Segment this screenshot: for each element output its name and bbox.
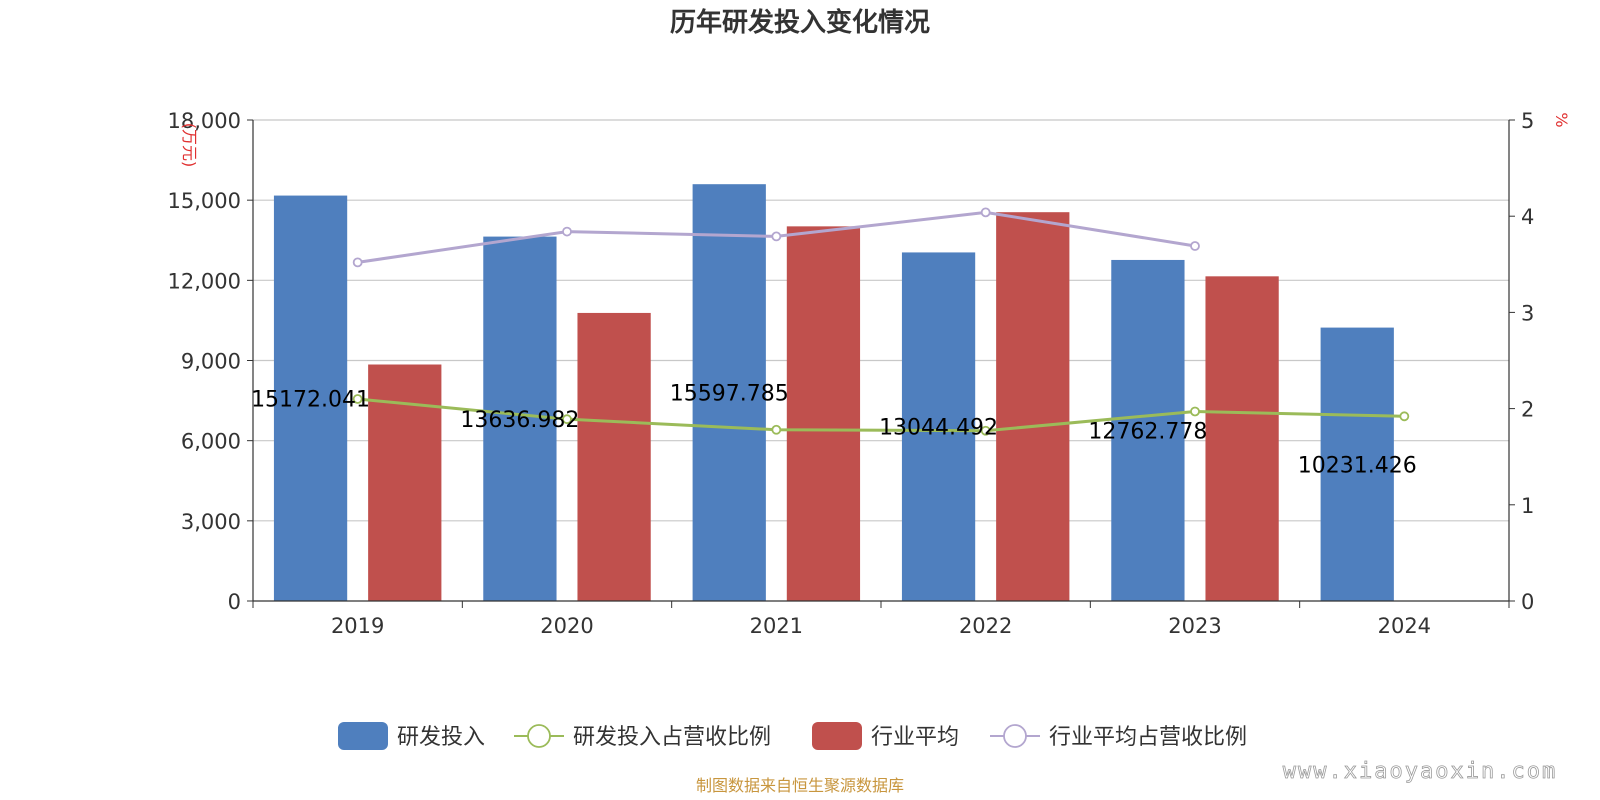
- left-tick-label: 9,000: [181, 350, 241, 374]
- right-tick-label: 1: [1521, 494, 1534, 518]
- x-tick-label: 2023: [1168, 614, 1221, 638]
- legend-marker-研发投入占营收比例: [527, 724, 551, 748]
- point-行业平均占营收比例: [1190, 241, 1200, 251]
- point-研发投入占营收比例: [352, 394, 363, 404]
- legend-label: 研发投入占营收比例: [573, 725, 771, 750]
- grid-lines: [253, 119, 1509, 522]
- left-tick-label: 18,000: [168, 109, 241, 133]
- right-tick-label: 3: [1521, 301, 1534, 325]
- x-tick-label: 2021: [750, 614, 803, 638]
- x-tick-label: 2020: [540, 614, 593, 638]
- right-axis-unit: %: [1552, 112, 1571, 127]
- axes: 0 3,000 6,000 9,000 12,000 15,000 18,000 0 1 2 3 4 5…: [168, 109, 1535, 638]
- point-行业平均占营收比例: [980, 207, 991, 218]
- bar-研发投入-2024: [1320, 327, 1394, 601]
- legend-label: 行业平均: [871, 725, 959, 750]
- x-tick-label: 2024: [1378, 614, 1431, 638]
- right-tick-label: 4: [1521, 205, 1534, 229]
- point-行业平均占营收比例: [352, 257, 363, 268]
- point-行业平均占营收比例: [562, 226, 572, 237]
- left-tick-label: 0: [228, 590, 241, 614]
- line-研发投入占营收比例: [357, 397, 1405, 433]
- point-研发投入占营收比例: [1190, 406, 1200, 417]
- bar-研发投入-2019: [273, 195, 348, 602]
- right-tick-label: 0: [1521, 590, 1534, 614]
- watermark: www.xiaoyaoxin.com: [1283, 759, 1557, 784]
- point-行业平均占营收比例: [771, 231, 782, 242]
- legend-marker-行业平均占营收比例: [1003, 724, 1027, 748]
- legend-swatch-研发投入: [338, 722, 388, 750]
- bar-研发投入-2022: [901, 252, 976, 601]
- x-tick-label: 2019: [331, 614, 384, 638]
- left-tick-label: 3,000: [181, 510, 241, 534]
- left-tick-label: 12,000: [168, 269, 241, 293]
- legend-label: 行业平均占营收比例: [1049, 725, 1247, 750]
- source-note: 制图数据来自恒生聚源数据库: [696, 776, 904, 795]
- bar-行业平均-2023: [1205, 276, 1279, 601]
- bar-研发投入-2020: [483, 236, 557, 601]
- point-研发投入占营收比例: [771, 424, 782, 435]
- point-研发投入占营收比例: [980, 425, 991, 436]
- left-tick-label: 6,000: [181, 430, 241, 454]
- bars-group: [273, 184, 1394, 602]
- data-label: 15172.041: [251, 387, 370, 412]
- bar-研发投入-2023: [1111, 259, 1185, 601]
- left-tick-label: 15,000: [168, 189, 241, 213]
- bar-行业平均-2022: [996, 212, 1070, 602]
- legend-swatch-行业平均: [812, 722, 862, 750]
- right-tick-label: 2: [1521, 398, 1534, 422]
- bar-行业平均-2020: [577, 312, 651, 601]
- data-label: 12762.778: [1088, 419, 1207, 444]
- data-labels: 15172.041 13636.982 15597.785 13044.492 1276…: [251, 382, 1417, 479]
- chart-title: 历年研发投入变化情况: [670, 7, 930, 38]
- lines-group: [352, 207, 1410, 436]
- legend-label: 研发投入: [397, 725, 485, 750]
- bar-行业平均-2021: [786, 226, 861, 602]
- data-label: 13636.982: [460, 408, 579, 433]
- left-axis-unit: (万元): [180, 123, 199, 168]
- bar-研发投入-2021: [692, 184, 766, 602]
- data-label: 15597.785: [670, 382, 789, 407]
- point-研发投入占营收比例: [562, 414, 572, 425]
- legend: 研发投入 研发投入占营收比例 行业平均 行业平均占营收比例: [338, 722, 1247, 750]
- data-label: 13044.492: [879, 416, 998, 441]
- right-tick-label: 5: [1521, 109, 1534, 133]
- x-tick-label: 2022: [959, 614, 1012, 638]
- point-研发投入占营收比例: [1399, 411, 1410, 422]
- data-label: 10231.426: [1298, 453, 1417, 478]
